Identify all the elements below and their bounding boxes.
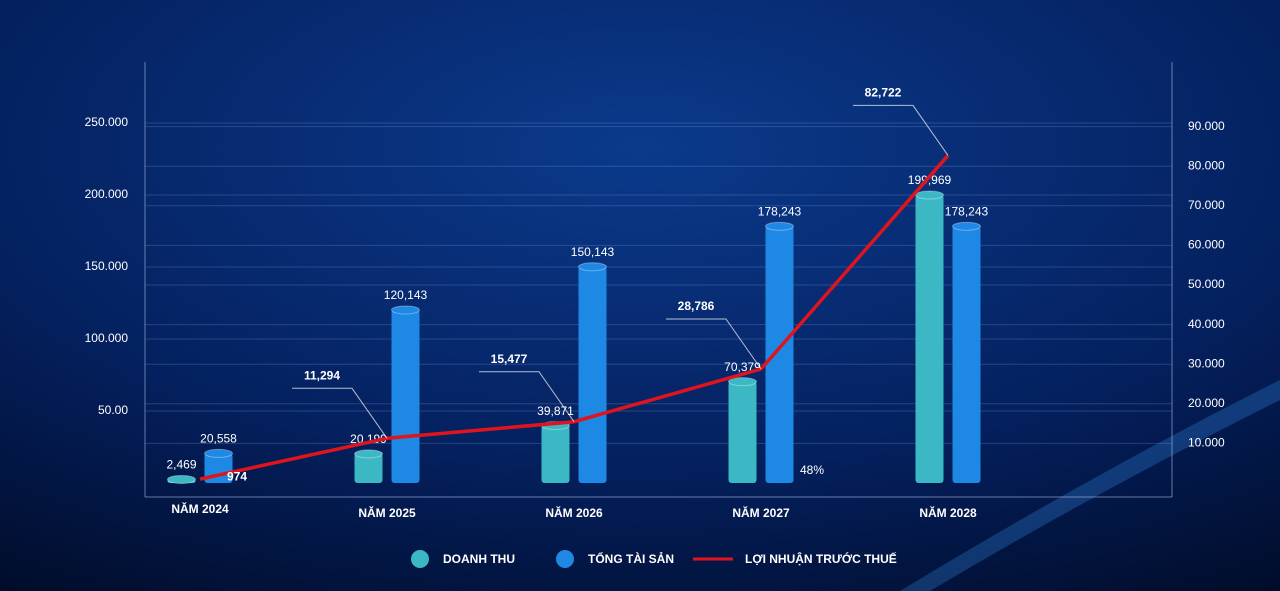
bar-cap — [915, 190, 944, 200]
x-tick-label: NĂM 2024 — [171, 501, 229, 516]
bar — [728, 381, 757, 483]
line-value-label: 15,477 — [491, 352, 528, 366]
bar — [915, 195, 944, 483]
bar — [354, 453, 383, 483]
y-tick-label: 100.000 — [85, 331, 129, 345]
legend-marker — [556, 550, 574, 568]
bar-value-label: 2,469 — [166, 458, 196, 472]
y2-tick-label: 50.000 — [1188, 277, 1225, 291]
bar-value-label: 178,243 — [945, 205, 989, 219]
annotation: 48% — [800, 463, 824, 477]
label-leader — [853, 104, 949, 156]
y2-tick-label: 30.000 — [1188, 356, 1225, 370]
y-tick-label: 200.000 — [85, 187, 129, 201]
bar — [952, 226, 981, 483]
bar-cap — [354, 449, 383, 459]
bar-value-label: 39,871 — [537, 404, 574, 418]
bar-cap — [204, 448, 233, 458]
x-tick-label: NĂM 2028 — [919, 505, 977, 520]
label-leader — [666, 318, 762, 370]
bar-value-label: 120,143 — [384, 288, 428, 302]
legend-label: LỢI NHUẬN TRƯỚC THUẾ — [745, 551, 897, 566]
bar — [765, 226, 794, 483]
line-value-label: 974 — [227, 469, 247, 483]
legend-label: TỔNG TÀI SẢN — [588, 551, 674, 566]
bar-cap — [765, 221, 794, 231]
legend-marker — [411, 550, 429, 568]
y2-tick-label: 90.000 — [1188, 119, 1225, 133]
bar-cap — [728, 377, 757, 387]
x-tick-label: NĂM 2026 — [545, 505, 603, 520]
bar — [578, 266, 607, 483]
label-leader — [479, 371, 575, 422]
y2-tick-label: 80.000 — [1188, 158, 1225, 172]
bar — [391, 309, 420, 483]
bar-cap — [167, 474, 196, 484]
x-tick-label: NĂM 2025 — [358, 505, 416, 520]
label-leader — [292, 387, 388, 439]
bar-value-label: 20,558 — [200, 432, 237, 446]
bar-value-label: 178,243 — [758, 205, 802, 219]
y-tick-label: 150.000 — [85, 259, 129, 273]
y2-tick-label: 20.000 — [1188, 396, 1225, 410]
x-tick-label: NĂM 2027 — [732, 505, 790, 520]
y2-tick-label: 40.000 — [1188, 317, 1225, 331]
line-value-label: 11,294 — [304, 368, 340, 382]
bar-cap — [578, 262, 607, 272]
decor-wave — [900, 380, 1280, 591]
y-tick-label: 50.00 — [98, 403, 128, 417]
y2-tick-label: 70.000 — [1188, 198, 1225, 212]
line-value-label: 82,722 — [865, 86, 902, 100]
bar-cap — [391, 305, 420, 315]
bar — [541, 425, 570, 483]
line-value-label: 28,786 — [678, 299, 715, 313]
legend-label: DOANH THU — [443, 552, 515, 566]
bar-value-label: 150,143 — [571, 245, 615, 259]
bar-cap — [952, 221, 981, 231]
y2-tick-label: 60.000 — [1188, 238, 1225, 252]
bar-value-label: 199,969 — [908, 173, 952, 187]
y2-tick-label: 10.000 — [1188, 436, 1225, 450]
y-tick-label: 250.000 — [85, 115, 129, 129]
